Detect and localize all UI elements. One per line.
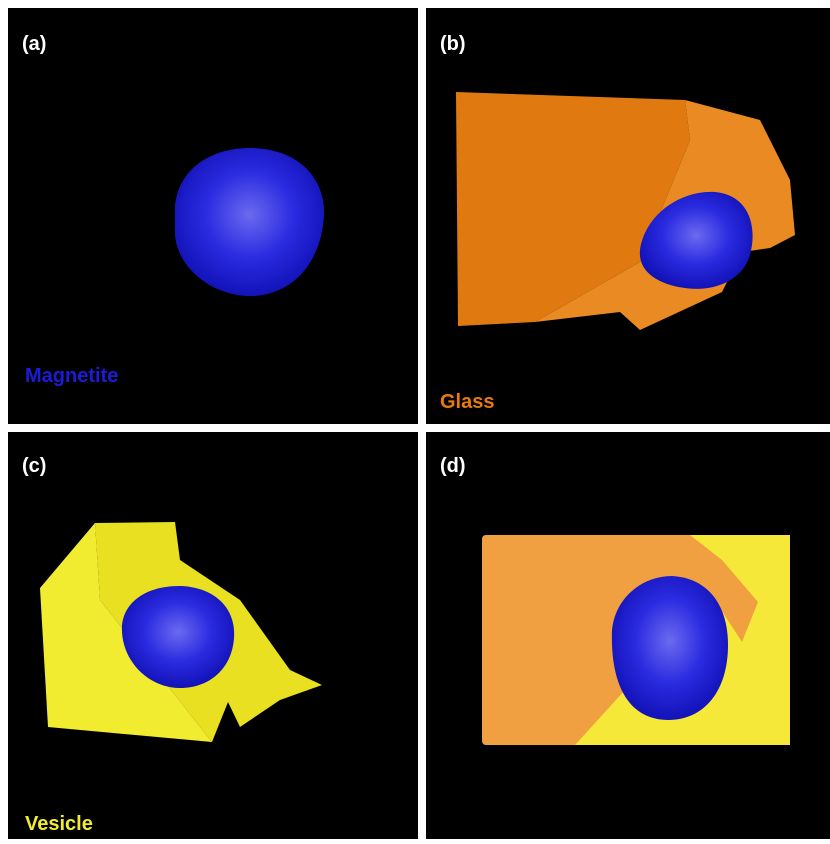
page: (a) Magnetite (b) Glass (c) Vesicle (d) … bbox=[0, 0, 830, 839]
panel-label: (a) bbox=[22, 33, 46, 55]
panel-label: (b) bbox=[440, 33, 466, 55]
panel-label: (c) bbox=[22, 455, 46, 477]
magnetite-grain bbox=[612, 576, 728, 720]
panel-caption: Magnetite bbox=[25, 365, 118, 387]
panel-label: (d) bbox=[440, 455, 466, 477]
figure: (a) Magnetite (b) Glass (c) Vesicle (d) bbox=[0, 0, 830, 839]
panel-caption: Glass bbox=[440, 391, 494, 413]
panel-caption: Vesicle bbox=[25, 813, 93, 835]
